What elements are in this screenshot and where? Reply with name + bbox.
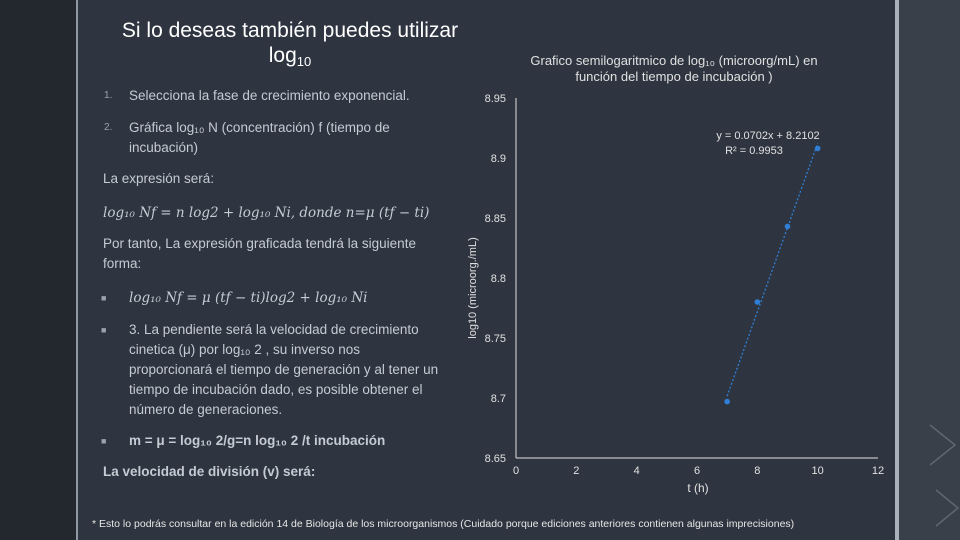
x-tick-label: 8 [754,465,760,477]
y-tick-label: 8.75 [485,333,506,345]
left-divider [76,0,78,540]
right-panel-edge [895,0,899,540]
x-tick-label: 4 [634,465,640,477]
therefore-text: Por tanto, La expresión graficada tendrá… [103,236,416,271]
r-squared-label: R² = 0.9953 [725,145,783,157]
step-1-number: 1. [104,90,113,101]
trendline-equation: y = 0.0702x + 8.2102 [716,130,819,142]
bullet-icon: ■ [101,293,107,303]
slide-area [78,0,895,540]
bullet-formula: log₁₀ Nf = μ (tf − ti)log2 + log₁₀ Ni [129,290,368,306]
plot-area: 0 2 4 6 8 10 12 8.65 8.7 8.75 8.8 8.85 8.9 8.95 [485,93,885,477]
data-point [754,299,761,305]
chart-title: Grafico semilogaritmico de log₁₀ (microo… [530,53,817,84]
chart-title-line-2: función del tiempo de incubación ) [575,69,772,84]
slide-title-text: Si lo deseas también puedes utilizar log [121,19,459,67]
data-point [724,398,730,405]
bullet-icon: ■ [101,436,107,446]
expression-formula: log₁₀ Nf = n log2 + log₁₀ Ni, donde n=μ … [103,205,430,221]
trendline [726,143,819,397]
slide-title-subscript: 10 [296,54,312,69]
slide-title: Si lo deseas también puedes utilizar log… [110,18,470,74]
x-tick-label: 12 [872,465,884,477]
expression-label: La expresión será: [103,171,215,186]
y-tick-label: 8.85 [485,213,506,225]
bullet-mu-text: m = μ = log₁₀ 2/g=n log₁₀ 2 /t incubació… [129,433,386,448]
bullet-icon: ■ [101,325,107,335]
left-sidebar [0,0,76,540]
y-tick-label: 8.95 [485,93,506,105]
y-axis-label: log10 (microorg./mL) [467,237,479,338]
decorative-chevron-icon [929,424,960,527]
x-tick-label: 2 [573,465,579,477]
chart-title-line-1: Grafico semilogaritmico de log₁₀ (microo… [530,53,817,68]
bullet-slope-text: 3. La pendiente será la velocidad de cre… [129,322,439,417]
step-1-text: Selecciona la fase de crecimiento expone… [129,88,410,103]
x-tick-label: 0 [513,465,519,477]
x-axis-label: t (h) [687,481,708,495]
footnote: * Esto lo podrás consultar en la edición… [92,518,795,530]
semilog-chart: Grafico semilogaritmico de log₁₀ (microo… [467,53,885,495]
y-tick-label: 8.9 [491,153,506,165]
y-tick-label: 8.65 [485,453,506,465]
x-tick-label: 6 [694,465,700,477]
division-text: La velocidad de división (v) será: [103,464,316,479]
data-point [784,223,791,230]
y-tick-label: 8.7 [491,393,506,405]
step-2-text: Gráfica log₁₀ N (concentración) f (tiemp… [129,120,390,155]
x-tick-label: 10 [812,465,824,477]
step-2-number: 2. [104,122,113,133]
data-point [814,145,821,152]
y-tick-label: 8.8 [491,273,506,285]
